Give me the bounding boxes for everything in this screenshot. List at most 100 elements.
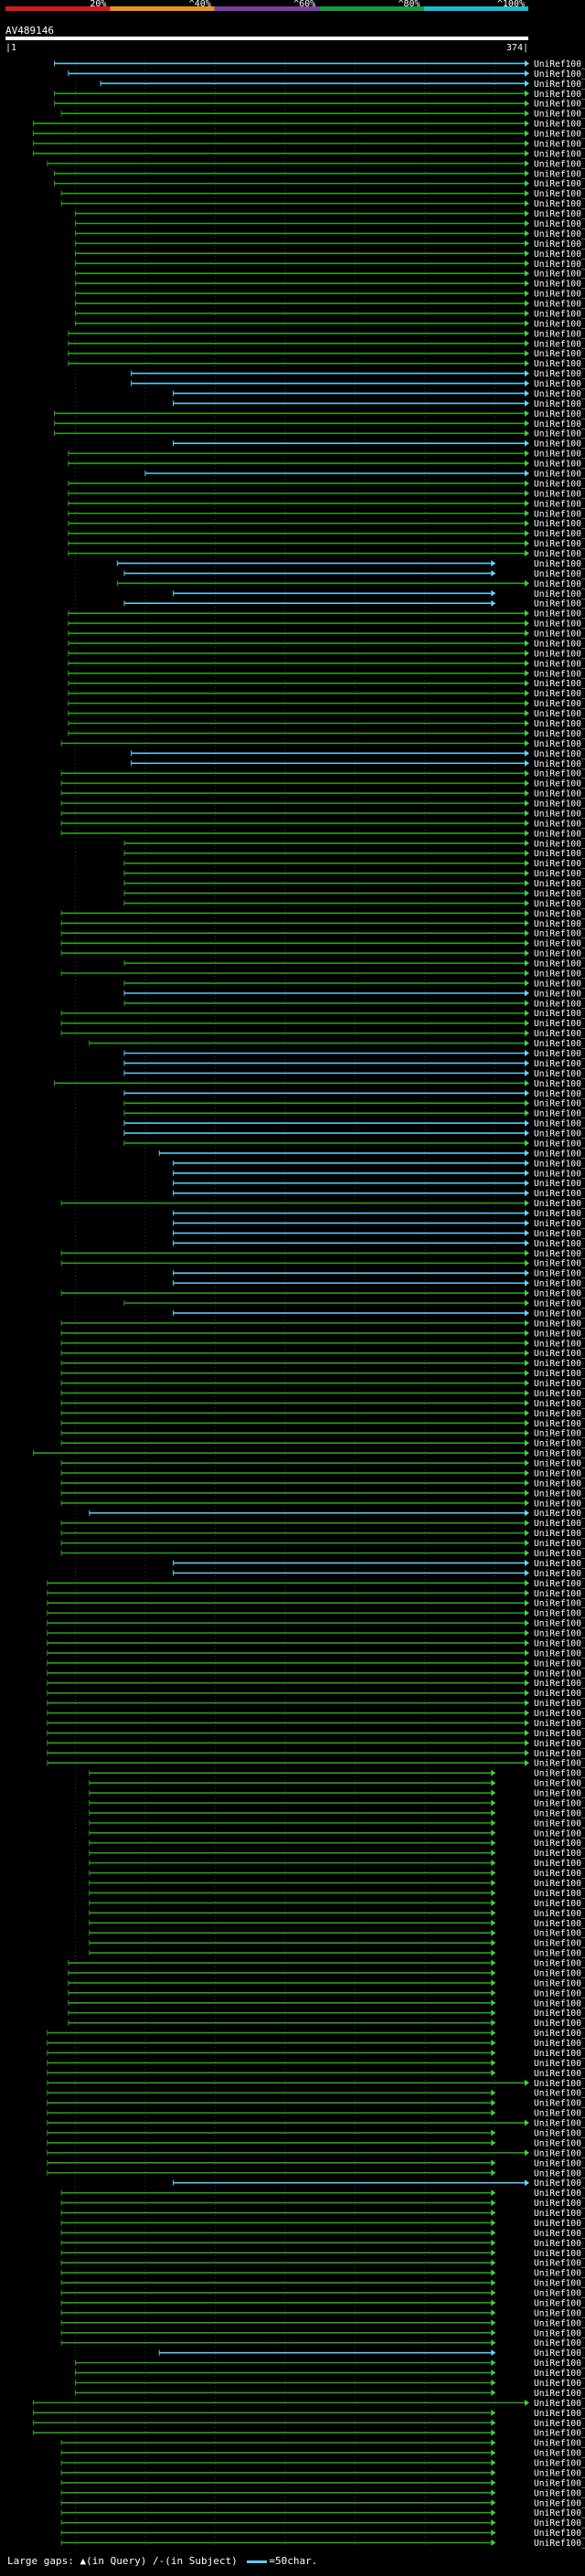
- hit-label[interactable]: UniRef100_Q9ZS71: [534, 300, 585, 310]
- hit-label[interactable]: UniRef100_Q8S0D2: [534, 379, 585, 389]
- hit-label[interactable]: UniRef100_B8QZ20: [534, 1869, 585, 1879]
- hit-label[interactable]: UniRef100_Q20LT3: [534, 2488, 585, 2498]
- hit-label[interactable]: UniRef100_A2TEH3: [534, 1648, 585, 1659]
- hit-label[interactable]: UniRef100_A04428: [534, 719, 585, 729]
- hit-label[interactable]: UniRef100_A5ASS2: [534, 199, 585, 209]
- hit-label[interactable]: UniRef100_Q9ZRA5: [534, 2449, 585, 2459]
- hit-label[interactable]: UniRef100_Q9SPE0: [534, 179, 585, 189]
- hit-label[interactable]: UniRef100_Q6QHX4: [534, 1489, 585, 1499]
- hit-label[interactable]: UniRef100_Q9FT35: [534, 239, 585, 249]
- hit-label[interactable]: UniRef100_Q5VUH6: [534, 319, 585, 329]
- hit-label[interactable]: UniRef100_A2TEH0: [534, 1599, 585, 1609]
- hit-label[interactable]: UniRef100_B8LPH4: [534, 2399, 585, 2409]
- hit-label[interactable]: UniRef100_A2TEH5: [534, 1589, 585, 1599]
- hit-label[interactable]: UniRef100_Q84U59: [534, 1239, 585, 1249]
- hit-label[interactable]: UniRef100_Q9SXS7: [534, 1729, 585, 1739]
- hit-label[interactable]: UniRef100_Q2Z462: [534, 2328, 585, 2338]
- hit-label[interactable]: UniRef100_B4YNT1: [534, 1029, 585, 1039]
- hit-label[interactable]: UniRef100_P50701: [534, 139, 585, 149]
- hit-label[interactable]: UniRef100_Q5M8N3: [534, 2189, 585, 2199]
- hit-label[interactable]: UniRef100_Q9LL87: [534, 829, 585, 839]
- hit-label[interactable]: UniRef100_Q84ML2: [534, 959, 585, 970]
- hit-label[interactable]: UniRef100_P13867: [534, 2109, 585, 2119]
- hit-label[interactable]: UniRef100_B8QZ00: [534, 1929, 585, 1939]
- hit-label[interactable]: UniRef100_Q2Z018: [534, 1808, 585, 1818]
- hit-label[interactable]: UniRef100_Q94DL8: [534, 2249, 585, 2259]
- hit-label[interactable]: UniRef100_Q5EN80: [534, 2158, 585, 2168]
- hit-label[interactable]: UniRef100_B9GKG1: [534, 80, 585, 90]
- hit-label[interactable]: UniRef100_Q94KS1: [534, 2528, 585, 2539]
- hit-label[interactable]: UniRef100_Q6TGR9: [534, 759, 585, 769]
- hit-label[interactable]: UniRef100_B9RDL6: [534, 909, 585, 919]
- hit-label[interactable]: UniRef100_P33679: [534, 779, 585, 790]
- hit-label[interactable]: UniRef100_Q9M3S2: [534, 669, 585, 679]
- hit-label[interactable]: UniRef100_Q6PCS2: [534, 2389, 585, 2399]
- hit-label[interactable]: UniRef100_Q2HPG4: [534, 260, 585, 270]
- hit-label[interactable]: UniRef100_Q84U60: [534, 1229, 585, 1239]
- hit-label[interactable]: UniRef100_Q84MK2: [534, 879, 585, 889]
- hit-label[interactable]: UniRef100_A9ZMG0: [534, 1009, 585, 1019]
- hit-label[interactable]: UniRef100_Q84MK8: [534, 1539, 585, 1549]
- hit-label[interactable]: UniRef100_B9GKL0: [534, 90, 585, 100]
- hit-label[interactable]: UniRef100_Q5U0E4: [534, 1189, 585, 1199]
- hit-label[interactable]: UniRef100_Q5V3D1: [534, 270, 585, 280]
- hit-label[interactable]: UniRef100_A1I1J1: [534, 2099, 585, 2109]
- hit-label[interactable]: UniRef100_P50701: [534, 359, 585, 369]
- hit-label[interactable]: UniRef100_Q0QJL7: [534, 1359, 585, 1369]
- hit-label[interactable]: UniRef100_Q9XXD3: [534, 1049, 585, 1059]
- hit-label[interactable]: UniRef100_A3QRB5: [534, 1389, 585, 1399]
- hit-label[interactable]: UniRef100_A2TEH1: [534, 939, 585, 949]
- hit-label[interactable]: UniRef100_Q20LS9: [534, 2338, 585, 2348]
- hit-label[interactable]: UniRef100_Q84U69: [534, 2168, 585, 2178]
- hit-label[interactable]: UniRef100_Q5UUH2: [534, 249, 585, 260]
- hit-label[interactable]: UniRef100_Q5FNW2: [534, 549, 585, 559]
- hit-label[interactable]: UniRef100_B9RC66: [534, 790, 585, 800]
- hit-label[interactable]: UniRef100_Q5UB69: [534, 899, 585, 909]
- hit-label[interactable]: UniRef100_Q84U61: [534, 1569, 585, 1579]
- hit-label[interactable]: UniRef100_Q0QY80: [534, 2279, 585, 2289]
- hit-label[interactable]: UniRef100_Q946Y9: [534, 2009, 585, 2019]
- hit-label[interactable]: UniRef100_Q8S4P7: [534, 2019, 585, 2029]
- hit-label[interactable]: UniRef100_Q9ARS0: [534, 100, 585, 110]
- hit-label[interactable]: UniRef100_C5WDE1: [534, 1479, 585, 1489]
- hit-label[interactable]: UniRef100_Q2HPG5: [534, 1149, 585, 1159]
- hit-label[interactable]: UniRef100_B8QYA6: [534, 1899, 585, 1909]
- hit-label[interactable]: UniRef100_A2TEI1: [534, 1629, 585, 1639]
- hit-label[interactable]: UniRef100_Q84U64: [534, 2209, 585, 2219]
- hit-label[interactable]: UniRef100_Q5PJJ3: [534, 479, 585, 489]
- hit-label[interactable]: UniRef100_Q2HUK2: [534, 1289, 585, 1299]
- hit-label[interactable]: UniRef100_A2TEH6: [534, 1638, 585, 1648]
- hit-label[interactable]: UniRef100_Q4S3S8: [534, 2439, 585, 2449]
- hit-label[interactable]: UniRef100_B8QYW6: [534, 1879, 585, 1889]
- hit-label[interactable]: UniRef100_Q84MK6: [534, 1099, 585, 1109]
- hit-label[interactable]: UniRef100_UPI000...: [534, 949, 585, 959]
- hit-label[interactable]: UniRef100_Q8HGA2: [534, 1309, 585, 1319]
- hit-label[interactable]: UniRef100_Q3FZL7: [534, 589, 585, 599]
- hit-label[interactable]: UniRef100_B7S0M2: [534, 2318, 585, 2328]
- hit-label[interactable]: UniRef100_B6TLZ2: [534, 2029, 585, 2039]
- hit-label[interactable]: UniRef100_Q84MK7: [534, 869, 585, 879]
- hit-label[interactable]: UniRef100_Q5VUH0: [534, 429, 585, 440]
- hit-label[interactable]: UniRef100_P13046: [534, 569, 585, 579]
- hit-label[interactable]: UniRef100_Q5H114: [534, 769, 585, 779]
- hit-label[interactable]: UniRef100_A5HIY3: [534, 2219, 585, 2229]
- hit-label[interactable]: UniRef100_A9W7L1: [534, 1169, 585, 1179]
- hit-label[interactable]: UniRef100_B8QYW2: [534, 1889, 585, 1899]
- hit-label[interactable]: UniRef100_Q2V3D3: [534, 1789, 585, 1799]
- hit-label[interactable]: UniRef100_Q9FUU1: [534, 229, 585, 239]
- hit-label[interactable]: UniRef100_Q4AEC7: [534, 1719, 585, 1729]
- hit-label[interactable]: UniRef100_C7IXE4: [534, 2459, 585, 2469]
- hit-label[interactable]: UniRef100_C7F009: [534, 1499, 585, 1509]
- hit-label[interactable]: UniRef100_C5XIU4: [534, 2199, 585, 2209]
- hit-label[interactable]: UniRef100_B6ZHC0: [534, 59, 585, 69]
- hit-label[interactable]: UniRef100_C7SYW4: [534, 2298, 585, 2308]
- hit-label[interactable]: UniRef100_A2TEG9: [534, 1659, 585, 1669]
- hit-label[interactable]: UniRef100_B9KCM7: [534, 2468, 585, 2478]
- hit-label[interactable]: UniRef100_Q2HRQ0: [534, 2039, 585, 2049]
- hit-label[interactable]: UniRef100_Q9LSF9: [534, 2508, 585, 2518]
- hit-label[interactable]: UniRef100_A2TEG7: [534, 1679, 585, 1689]
- hit-label[interactable]: UniRef100_Q7GA89: [534, 120, 585, 130]
- hit-label[interactable]: UniRef100_B3TZJ9: [534, 499, 585, 509]
- hit-label[interactable]: UniRef100_Q84U62: [534, 2138, 585, 2148]
- hit-label[interactable]: UniRef100_Q9LUN9: [534, 409, 585, 419]
